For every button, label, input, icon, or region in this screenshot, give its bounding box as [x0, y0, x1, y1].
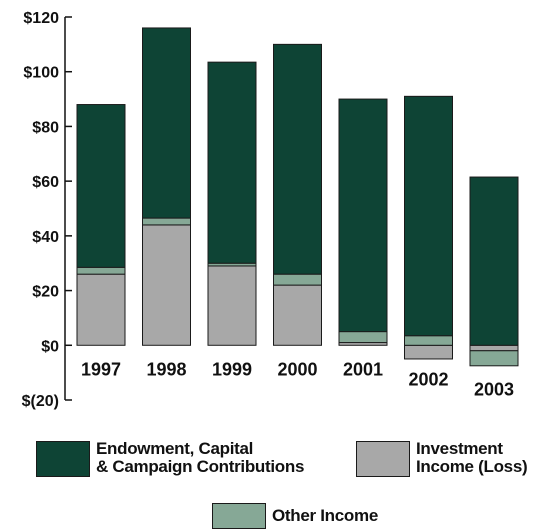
bar-endowment-1997 — [76, 104, 126, 268]
bar-investment-2003 — [469, 344, 519, 352]
legend-swatch-endowment — [36, 441, 90, 477]
y-tick-label: $100 — [23, 65, 59, 82]
legend-label-endowment-line1: Endowment, Capital — [96, 439, 254, 458]
legend-item-investment: Investment Income (Loss) — [356, 439, 528, 477]
bar-other-2001 — [338, 331, 388, 344]
legend-swatch-investment — [356, 441, 410, 477]
bar-other-1997 — [76, 266, 126, 275]
legend-label-investment: Investment Income (Loss) — [416, 439, 528, 476]
bar-other-2003 — [469, 350, 519, 367]
x-tick-label-2000: 2000 — [277, 359, 317, 379]
x-tick-label-2003: 2003 — [474, 379, 514, 399]
x-tick-label-2001: 2001 — [343, 359, 383, 379]
y-tick-label: $(20) — [22, 393, 59, 410]
legend-label-investment-line1: Investment — [416, 439, 503, 458]
y-tick-label: $20 — [32, 284, 59, 301]
bars-group — [76, 27, 519, 367]
bar-investment-2002 — [404, 344, 453, 360]
bar-investment-2000 — [273, 284, 322, 346]
bar-investment-1999 — [207, 265, 257, 346]
x-tick-label-2002: 2002 — [408, 369, 448, 389]
stacked-bar-chart: $(20) $0 $20 $40 $60 $80 $100 $120 1997 1998 1999… — [22, 10, 519, 410]
legend-label-endowment: Endowment, Capital & Campaign Contributi… — [96, 440, 304, 476]
bar-investment-1997 — [76, 273, 126, 346]
bar-other-1998 — [142, 217, 191, 226]
bar-endowment-2003 — [469, 176, 519, 346]
x-tick-label-1998: 1998 — [146, 359, 186, 379]
legend-label-endowment-line2: & Campaign Contributions — [96, 457, 305, 476]
bar-endowment-2000 — [273, 43, 322, 275]
legend-swatch-other — [212, 503, 266, 529]
bar-endowment-1999 — [207, 61, 257, 264]
x-tick-label-1997: 1997 — [81, 359, 121, 379]
legend-item-endowment: Endowment, Capital & Campaign Contributi… — [36, 440, 304, 477]
y-tick-label: $40 — [32, 229, 59, 246]
bar-investment-1998 — [142, 224, 191, 346]
bar-endowment-2002 — [404, 95, 453, 337]
legend-label-other: Other Income — [272, 507, 378, 525]
x-labels-group: 1997 1998 1999 2000 2001 2002 2003 — [81, 359, 514, 399]
y-tick-label: $80 — [32, 119, 59, 136]
bar-endowment-2001 — [338, 98, 388, 333]
y-tick-label: $0 — [41, 338, 59, 355]
x-tick-label-1999: 1999 — [212, 359, 252, 379]
bar-other-2002 — [404, 335, 453, 346]
y-tick-label: $120 — [23, 10, 59, 27]
legend-item-other: Other Income — [212, 503, 378, 529]
y-ticks-group: $(20) $0 $20 $40 $60 $80 $100 $120 — [22, 10, 72, 410]
bar-other-2000 — [273, 273, 322, 286]
bar-endowment-1998 — [142, 27, 191, 219]
legend-label-investment-line2: Income (Loss) — [416, 457, 528, 476]
y-tick-label: $60 — [32, 174, 59, 191]
legend-label-other-line1: Other Income — [272, 506, 378, 525]
